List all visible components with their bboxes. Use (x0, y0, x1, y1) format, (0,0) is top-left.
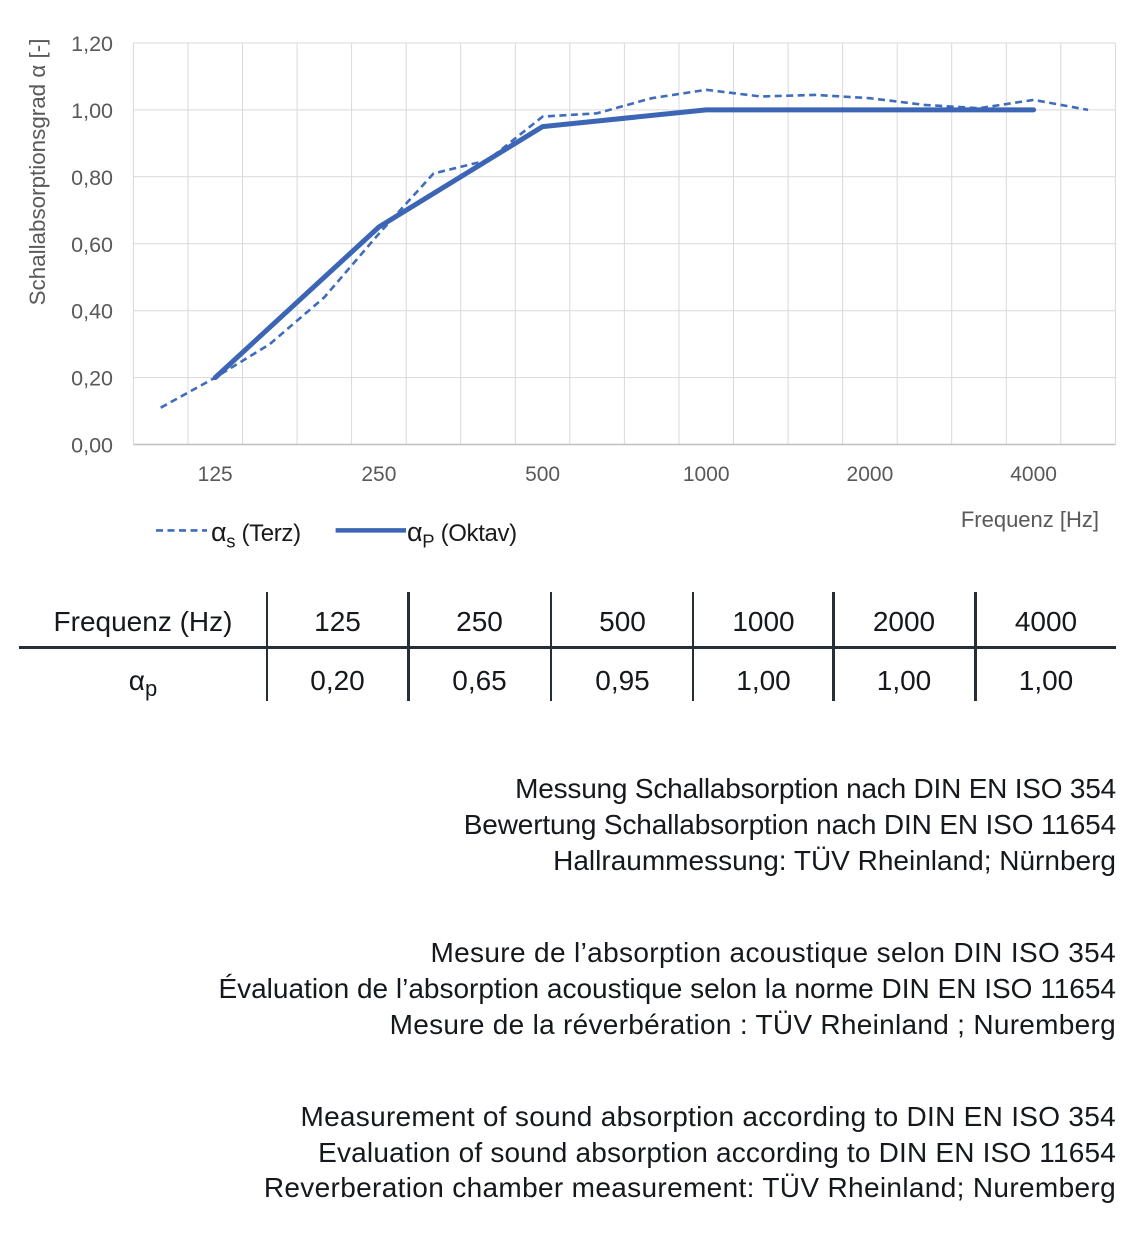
svg-text:4000: 4000 (1010, 463, 1057, 486)
svg-text:Schallabsorptionsgrad α [-]: Schallabsorptionsgrad α [-] (25, 39, 50, 306)
svg-text:0,40: 0,40 (71, 300, 113, 324)
svg-text:1,20: 1,20 (71, 32, 113, 56)
svg-text:1,00: 1,00 (71, 99, 113, 123)
svg-text:500: 500 (525, 463, 560, 486)
svg-text:125: 125 (198, 463, 233, 486)
svg-text:αs (Terz): αs (Terz) (211, 517, 301, 552)
svg-text:0,80: 0,80 (71, 166, 113, 190)
svg-text:0,60: 0,60 (71, 233, 113, 257)
svg-text:250: 250 (361, 463, 396, 486)
svg-text:0,20: 0,20 (71, 367, 113, 391)
svg-text:αP (Oktav): αP (Oktav) (407, 517, 517, 552)
svg-text:2000: 2000 (847, 463, 894, 486)
svg-text:0,00: 0,00 (71, 434, 113, 458)
svg-text:Frequenz [Hz]: Frequenz [Hz] (961, 507, 1099, 532)
svg-text:1000: 1000 (683, 463, 730, 486)
